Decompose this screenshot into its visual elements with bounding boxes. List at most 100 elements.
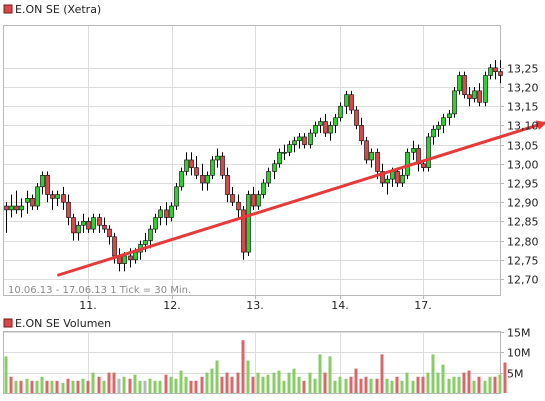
candle-body [215,155,220,161]
candle [447,110,452,126]
volume-bar [4,356,8,393]
candle [241,206,246,260]
volume-bar [215,360,219,393]
candle-body [287,144,292,153]
candle [71,213,76,241]
candle [246,190,251,256]
volume-bar [493,376,497,393]
candle-body [354,109,359,126]
candle-body [483,75,488,103]
volume-bar [369,378,373,393]
candle-body [225,175,230,195]
candle [251,186,256,210]
volume-bar [477,376,481,393]
candle [349,90,354,114]
volume-bar [349,376,353,393]
candle-body [256,194,261,207]
volume-bar [323,372,327,393]
candle-body [4,205,9,211]
volume-bar [189,380,193,393]
price-y-tick-label: 12,90 [507,197,539,210]
candle [333,113,338,134]
candle-body [40,175,45,188]
candle-body [498,71,503,76]
candle [189,152,194,176]
volume-bar [441,364,445,393]
candle [426,133,431,172]
candlestick-series [4,60,503,272]
candle-body [55,194,60,199]
candle-body [76,224,81,234]
candle [297,133,302,149]
volume-bar [251,376,255,393]
candle [148,225,153,249]
candle [462,71,467,99]
candle-body [426,136,431,168]
candle-body [385,178,390,184]
volume-bar [14,380,18,393]
candle [369,148,374,168]
volume-grid [4,332,500,393]
candle-body [272,163,277,172]
volume-bar [81,378,85,393]
volume-bar [169,376,173,393]
candle [411,140,416,160]
volume-bar [328,356,332,393]
candle-body [344,94,349,107]
volume-bar [431,354,435,393]
volume-bar [416,376,420,393]
candle-body [205,175,210,184]
volume-bar [184,376,188,393]
candle-body [236,201,241,211]
candle [153,213,158,233]
volume-bar [112,372,116,393]
price-y-tick-label: 12,95 [507,178,539,191]
candle-body [9,205,14,211]
volume-bar [292,368,296,393]
candle [436,121,441,137]
candle-body [493,67,498,72]
candle-body [35,186,40,207]
candle [50,190,55,210]
volume-bar [467,370,471,393]
candle-body [467,94,472,99]
candle [493,60,498,80]
candle [225,167,230,203]
candle-body [323,121,328,134]
candle [477,83,482,107]
candle-body [241,209,246,253]
candle [86,217,91,233]
candle [9,194,14,218]
candle [76,221,81,241]
volume-bar [30,380,34,393]
candle [302,133,307,149]
candle-body [220,155,225,176]
volume-bar [313,378,317,393]
volume-bar [133,374,137,393]
candle-body [338,105,343,119]
price-x-tick-label: 13. [246,299,264,312]
volume-chart-title: E.ON SE Volumen [15,317,111,330]
candle-body [251,194,256,207]
candle-body [462,75,467,95]
volume-bar [287,372,291,393]
candle-body [210,159,215,176]
candle [344,90,349,114]
candle-body [107,228,112,238]
volume-bar [246,360,250,393]
candle [308,129,313,149]
candle-body [133,251,138,261]
volume-bar [472,380,476,393]
volume-bar [375,378,379,393]
candle [220,152,225,180]
volume-bar [102,380,106,393]
candle-body [266,171,271,184]
volume-bar [261,376,265,393]
volume-bar [395,376,399,393]
candle [272,159,277,180]
candle-body [122,255,127,264]
candle [55,190,60,207]
price-x-tick-label: 12. [163,299,181,312]
candle [328,121,333,141]
